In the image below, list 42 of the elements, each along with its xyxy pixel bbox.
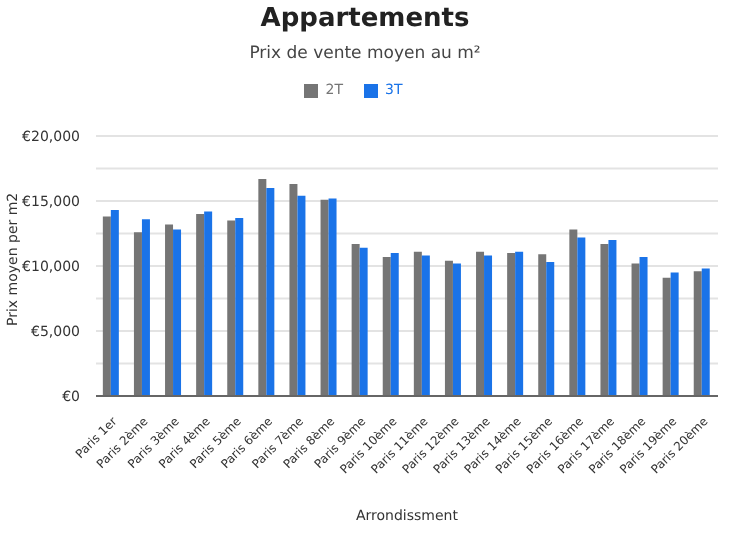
- bar: [289, 184, 298, 396]
- bar: [452, 263, 461, 396]
- bar: [515, 251, 524, 396]
- bar: [701, 268, 710, 396]
- bar: [382, 256, 391, 396]
- bar: [600, 243, 609, 396]
- bar: [227, 220, 236, 396]
- bar: [631, 263, 640, 396]
- bar: [390, 253, 399, 396]
- bar: [484, 255, 493, 396]
- bar: [538, 254, 547, 396]
- bar: [421, 255, 430, 396]
- bar: [608, 240, 617, 396]
- bar: [476, 251, 485, 396]
- bar: [413, 251, 422, 396]
- bar: [133, 232, 142, 396]
- bar: [266, 188, 275, 396]
- bar: [693, 271, 702, 396]
- bar: [297, 195, 306, 396]
- bar: [662, 277, 671, 396]
- bar: [639, 256, 648, 396]
- bar: [110, 210, 119, 396]
- chart-title: Appartements: [258, 4, 472, 34]
- bar: [351, 243, 360, 396]
- bar: [235, 217, 244, 396]
- bar: [196, 214, 205, 396]
- bar: [204, 211, 213, 396]
- bar: [577, 237, 586, 396]
- chart-subtitle: Prix de vente moyen au m²: [247, 44, 483, 64]
- bar: [320, 199, 329, 396]
- bar: [173, 229, 182, 396]
- bar: [546, 262, 555, 396]
- bar: [507, 253, 516, 396]
- bar: [670, 272, 679, 396]
- bar: [444, 260, 453, 396]
- bar: [165, 224, 174, 396]
- bar: [328, 198, 337, 396]
- bar: [359, 247, 368, 396]
- bar: [102, 216, 111, 396]
- bar: [569, 229, 578, 396]
- bar: [258, 178, 267, 396]
- bar: [141, 219, 150, 396]
